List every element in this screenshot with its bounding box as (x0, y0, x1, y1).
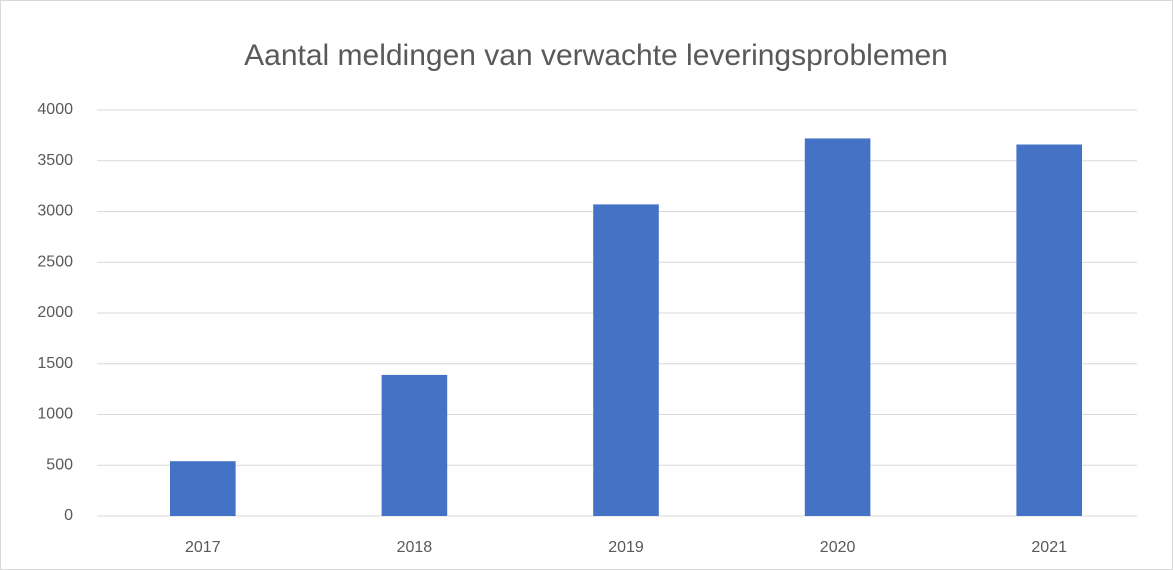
y-tick-label: 500 (46, 456, 73, 473)
x-tick-label: 2019 (608, 539, 644, 556)
y-tick-label: 3000 (37, 203, 73, 220)
y-tick-label: 1500 (37, 355, 73, 372)
y-tick-label: 1000 (37, 406, 73, 423)
chart-title: Aantal meldingen van verwachte leverings… (244, 39, 948, 72)
bar (1016, 144, 1082, 516)
y-tick-label: 2500 (37, 253, 73, 270)
y-tick-label: 4000 (37, 101, 73, 118)
bar (381, 374, 448, 516)
x-tick-label: 2017 (185, 539, 221, 556)
x-tick-label: 2018 (397, 539, 433, 556)
bar (170, 461, 236, 516)
y-tick-label: 3500 (37, 152, 73, 169)
y-tick-label: 2000 (37, 304, 73, 321)
bar (593, 204, 659, 516)
y-tick-label: 0 (64, 507, 73, 524)
x-tick-label: 2020 (820, 539, 856, 556)
bar (804, 138, 871, 517)
x-tick-label: 2021 (1031, 539, 1067, 556)
